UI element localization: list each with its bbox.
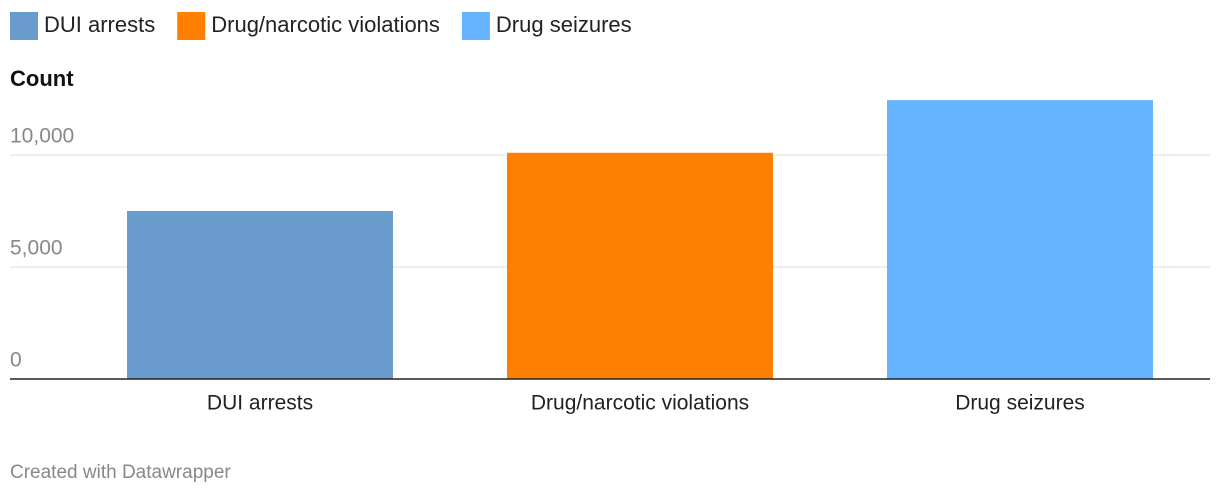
bar (887, 100, 1153, 380)
y-tick-label: 0 (10, 349, 22, 372)
footer: Created with Datawrapper (10, 462, 231, 483)
y-tick-label: 5,000 (10, 237, 63, 260)
bar (507, 152, 773, 379)
legend-label: Drug seizures (496, 12, 632, 37)
legend-label: DUI arrests (44, 12, 155, 37)
legend-swatch (10, 12, 38, 40)
x-tick-label: DUI arrests (207, 392, 313, 415)
legend-label: Drug/narcotic violations (211, 12, 440, 37)
x-tick-label: Drug seizures (955, 392, 1085, 415)
y-axis-label: Count (10, 66, 74, 91)
x-tick-label: Drug/narcotic violations (531, 392, 749, 415)
y-tick-label: 10,000 (10, 125, 74, 148)
legend-swatch (461, 12, 490, 40)
legend-swatch (177, 12, 206, 40)
bar (127, 211, 393, 379)
